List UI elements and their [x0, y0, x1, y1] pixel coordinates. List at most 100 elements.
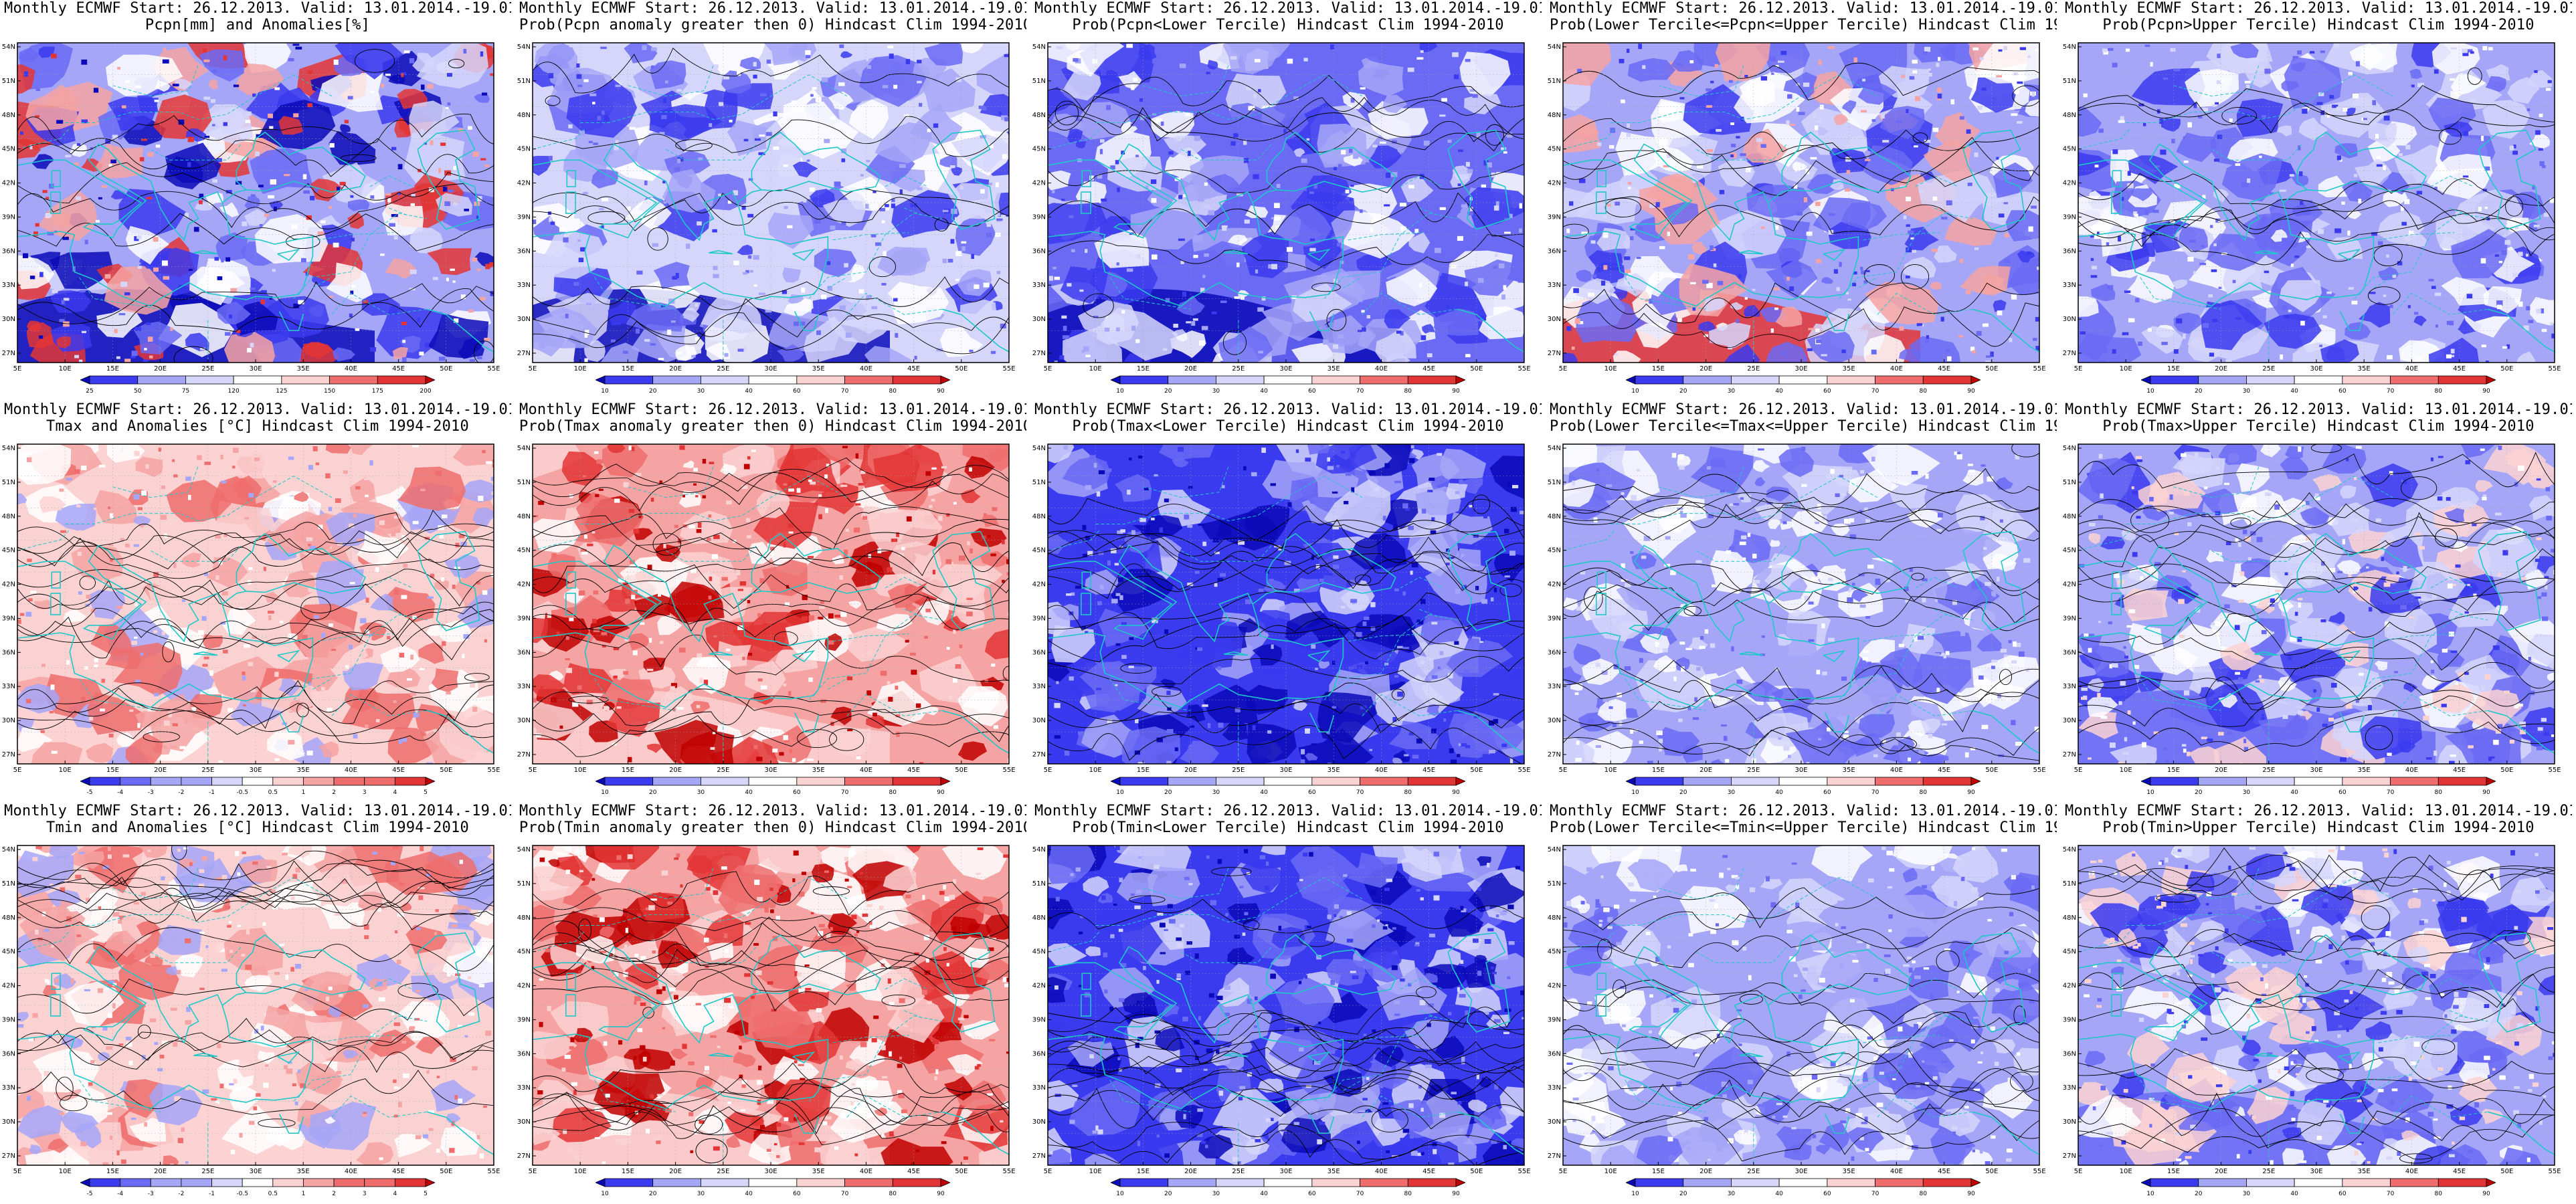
colorbar-swatch [303, 1178, 335, 1187]
lat-tick-label: 54N [517, 846, 531, 854]
panel-title-line1: Monthly ECMWF Start: 26.12.2013. Valid: … [1550, 401, 2057, 418]
colorbar-tick-label: 40 [745, 1191, 753, 1197]
lon-tick-label: 20E [2215, 365, 2227, 371]
coastlines [1563, 530, 2039, 759]
colorbar-svg: 10 20 30 40 60 70 80 90 [595, 375, 950, 395]
colorbar-tick-label: 30 [1212, 789, 1220, 796]
colorbar-tick-label: 30 [2243, 388, 2251, 395]
lon-tick-label: 25E [201, 365, 214, 371]
panel-title-line2: Prob(Lower Tercile<=Tmin<=Upper Tercile)… [1550, 819, 2057, 836]
colorbar-arrow-high [425, 777, 435, 786]
lat-tick-label: 48N [1548, 513, 1561, 520]
colorbar-tick-label: 3 [363, 1191, 367, 1197]
colorbar-tick-label: 90 [1967, 789, 1975, 796]
panel-title: Monthly ECMWF Start: 26.12.2013. Valid: … [2065, 401, 2572, 436]
lat-tick-label: 54N [1032, 43, 1046, 51]
colorbar-swatch [1778, 777, 1828, 786]
lon-tick-label: 40E [345, 1168, 357, 1173]
lon-tick-label: 10E [59, 365, 72, 371]
lat-tick-label: 39N [2, 213, 15, 221]
lon-tick-label: 40E [345, 767, 357, 772]
colorbar-swatch [1827, 777, 1875, 786]
lon-tick-label: 45E [392, 1168, 405, 1173]
map-panel-tmin-upper-tercile: Monthly ECMWF Start: 26.12.2013. Valid: … [2061, 803, 2576, 1204]
map-panel-pcpn-upper-tercile: Monthly ECMWF Start: 26.12.2013. Valid: … [2061, 0, 2576, 401]
lon-tick-label: 40E [1375, 365, 1388, 371]
colorbar-tick-label: 150 [324, 388, 335, 395]
lon-tick-label: 15E [106, 767, 119, 772]
shaded-field [1048, 43, 1524, 363]
lon-tick-label: 15E [2167, 1168, 2180, 1173]
lon-tick-label: 30E [764, 1168, 777, 1173]
colorbar-swatch [796, 1178, 845, 1187]
colorbar-tick-label: -3 [148, 789, 154, 796]
colorbar-swatch [211, 777, 243, 786]
lat-tick-label: 33N [2, 1084, 15, 1092]
colorbar-arrow-high [425, 1178, 435, 1187]
lon-tick-label: 10E [59, 1168, 72, 1173]
lat-tick-label: 42N [2063, 983, 2076, 990]
lon-tick-label: 30E [1279, 1168, 1292, 1173]
map-panel-tmax-anomaly: Monthly ECMWF Start: 26.12.2013. Valid: … [0, 401, 515, 803]
lat-tick-label: 39N [1548, 615, 1561, 622]
map-area: 54N 51N 48N 45N 42N 39N 36N 33N 30N 27N 5E 10E 15E 20… [2061, 839, 2576, 1173]
coastlines [2078, 932, 2555, 1160]
colorbar-legend: 10 20 30 40 60 70 80 90 [1626, 1177, 1981, 1201]
lon-tick-label: 5E [1044, 767, 1052, 772]
panel-title-line1: Monthly ECMWF Start: 26.12.2013. Valid: … [519, 401, 1026, 418]
colorbar-tick-label: 60 [2338, 789, 2347, 796]
lat-tick-label: 45N [1032, 948, 1046, 956]
lat-tick-label: 45N [1032, 547, 1046, 555]
colorbar-tick-label: 90 [1452, 388, 1460, 395]
lon-tick-label: 15E [2167, 365, 2180, 371]
lon-tick-label: 10E [59, 767, 72, 772]
colorbar-swatch [1119, 1178, 1169, 1187]
colorbar-tick-label: 40 [1260, 388, 1268, 395]
lat-tick-label: 45N [2063, 948, 2076, 956]
colorbar-tick-label: 0.5 [268, 1191, 278, 1197]
lon-tick-label: 40E [860, 767, 872, 772]
colorbar-tick-label: 1 [302, 1191, 306, 1197]
lat-tick-label: 54N [2, 846, 15, 854]
lat-tick-label: 33N [2, 282, 15, 289]
lat-tick-label: 36N [2063, 1050, 2076, 1058]
colorbar-tick-label: 40 [2290, 1191, 2298, 1197]
colorbar-svg: 10 20 30 40 60 70 80 90 [1111, 375, 1465, 395]
colorbar-tick-label: 20 [649, 789, 657, 796]
lat-tick-label: 54N [2063, 846, 2076, 854]
lon-tick-label: 55E [2548, 1168, 2561, 1173]
lon-tick-label: 15E [622, 365, 634, 371]
lat-tick-label: 54N [2063, 445, 2076, 452]
lon-tick-label: 5E [529, 1168, 537, 1173]
colorbar-tick-label: 30 [1728, 789, 1736, 796]
coastlines [2078, 129, 2555, 357]
colorbar-tick-label: -4 [117, 789, 123, 796]
lon-tick-label: 35E [297, 365, 310, 371]
lat-tick-label: 54N [1032, 846, 1046, 854]
colorbar-swatch [652, 1178, 701, 1187]
panel-title-line1: Monthly ECMWF Start: 26.12.2013. Valid: … [1034, 0, 1542, 17]
colorbar-tick-label: 70 [2387, 1191, 2395, 1197]
colorbar-swatch [2198, 1178, 2247, 1187]
colorbar-tick-label: 70 [1356, 1191, 1364, 1197]
lon-tick-label: 20E [1699, 1168, 1712, 1173]
colorbar-swatch [333, 777, 365, 786]
lon-tick-label: 5E [529, 767, 537, 772]
lat-tick-label: 42N [1032, 581, 1046, 589]
colorbar-swatch [652, 777, 701, 786]
lat-tick-label: 30N [1548, 717, 1561, 724]
panel-title-line2: Prob(Tmin>Upper Tercile) Hindcast Clim 1… [2102, 819, 2535, 836]
lat-tick-label: 51N [2, 78, 15, 85]
colorbar-tick-label: 60 [1823, 789, 1831, 796]
colorbar-swatch [1731, 375, 1780, 385]
lat-tick-label: 54N [1548, 445, 1561, 452]
lon-tick-label: 15E [1137, 1168, 1149, 1173]
colorbar-legend: 10 20 30 40 60 70 80 90 [595, 1177, 950, 1201]
colorbar-swatch [892, 375, 941, 385]
colorbar-legend: 10 20 30 40 60 70 80 90 [1111, 1177, 1465, 1201]
lat-tick-label: 36N [517, 1050, 531, 1058]
lat-tick-label: 39N [517, 1016, 531, 1023]
colorbar-tick-label: 10 [1631, 1191, 1639, 1197]
lon-tick-label: 45E [1422, 365, 1435, 371]
colorbar-swatch [1168, 1178, 1216, 1187]
